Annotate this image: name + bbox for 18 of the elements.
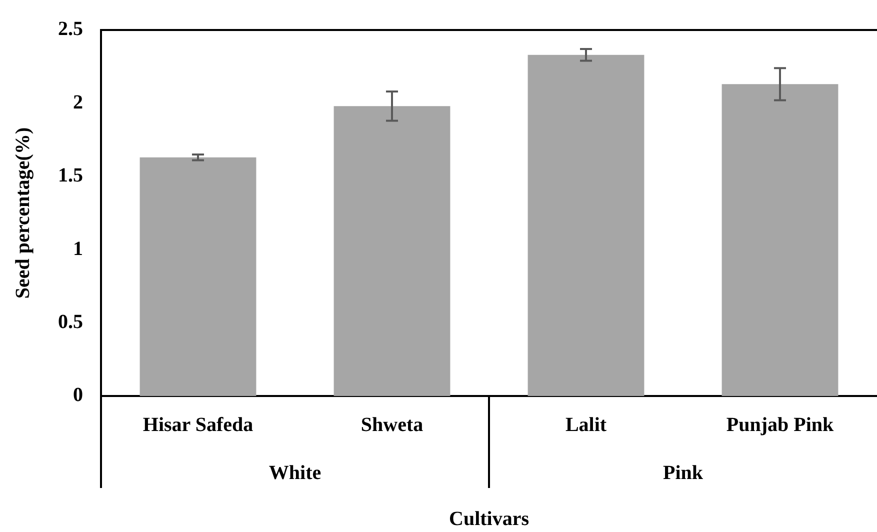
text: Pink xyxy=(662,462,704,484)
bar xyxy=(334,106,450,396)
x-tick-label: Lalit xyxy=(565,414,607,436)
x-tick-label: Punjab Pink xyxy=(726,414,835,436)
x-tick-label: Shweta xyxy=(360,414,424,436)
bar xyxy=(528,54,644,396)
x-tick-label: Hisar Safeda xyxy=(142,414,254,436)
y-tick-label: 2 xyxy=(73,91,83,114)
bar xyxy=(140,157,256,396)
y-tick-label: 0.5 xyxy=(58,310,83,333)
y-tick-label: 1 xyxy=(73,238,83,260)
bar xyxy=(722,84,838,396)
y-tick-label: 1.5 xyxy=(58,164,83,187)
y-tick-label: 2.5 xyxy=(58,18,83,40)
x-axis-title: Cultivars xyxy=(449,508,530,530)
y-tick-label: 0 xyxy=(73,384,83,406)
text: White xyxy=(268,462,322,484)
y-axis-title: Seed percentage(%) xyxy=(12,127,34,299)
